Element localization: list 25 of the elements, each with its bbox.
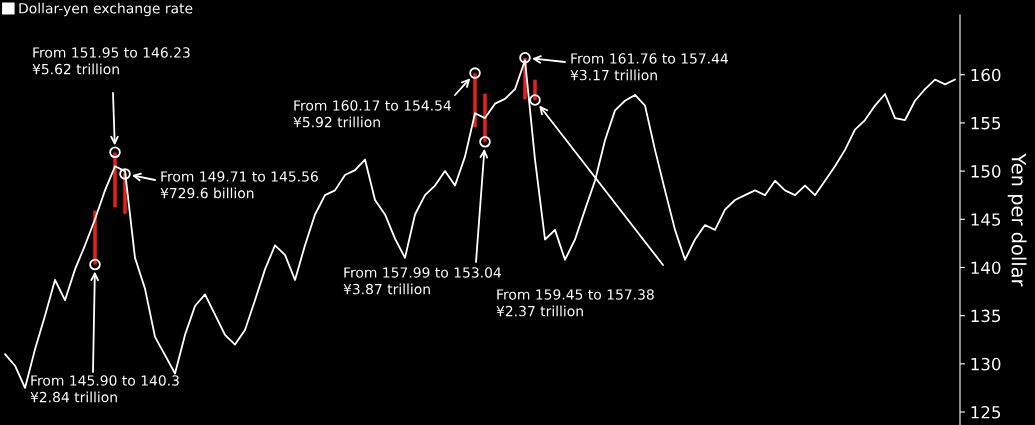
- bar: [483, 93, 487, 142]
- point: [119, 168, 131, 180]
- annotation: From 149.71 to 145.56 ¥729.6 billion: [160, 171, 318, 199]
- bar: [533, 79, 537, 100]
- point: [469, 67, 481, 79]
- point: [529, 94, 541, 106]
- y-axis-title: Yen per dollar: [1007, 153, 1027, 287]
- bar: [113, 152, 117, 208]
- y-tick-label: 150: [971, 165, 1001, 178]
- y-tick-label: 140: [971, 261, 1001, 275]
- legend-label: Dollar-yen exchange rate: [19, 2, 193, 17]
- point: [89, 258, 101, 271]
- annotation: From 160.17 to 154.54 ¥5.92 trillion: [293, 100, 452, 128]
- point: [109, 146, 121, 159]
- annotation: From 161.76 to 157.44 ¥3.17 trillion: [570, 53, 729, 81]
- y-tick-label: 135: [971, 309, 1001, 323]
- y-tick-label: 160: [971, 68, 1001, 82]
- y-tick-label: 125: [971, 405, 1001, 419]
- annotation: From 151.95 to 146.23 ¥5.62 trillion: [32, 47, 190, 75]
- point: [519, 52, 531, 64]
- y-tick-label: 145: [971, 213, 1001, 226]
- y-tick-label: 130: [971, 357, 1001, 371]
- annotation: From 145.90 to 140.3 ¥2.84 trillion: [30, 375, 179, 403]
- y-tick-label: 155: [971, 117, 1001, 130]
- point: [479, 136, 491, 148]
